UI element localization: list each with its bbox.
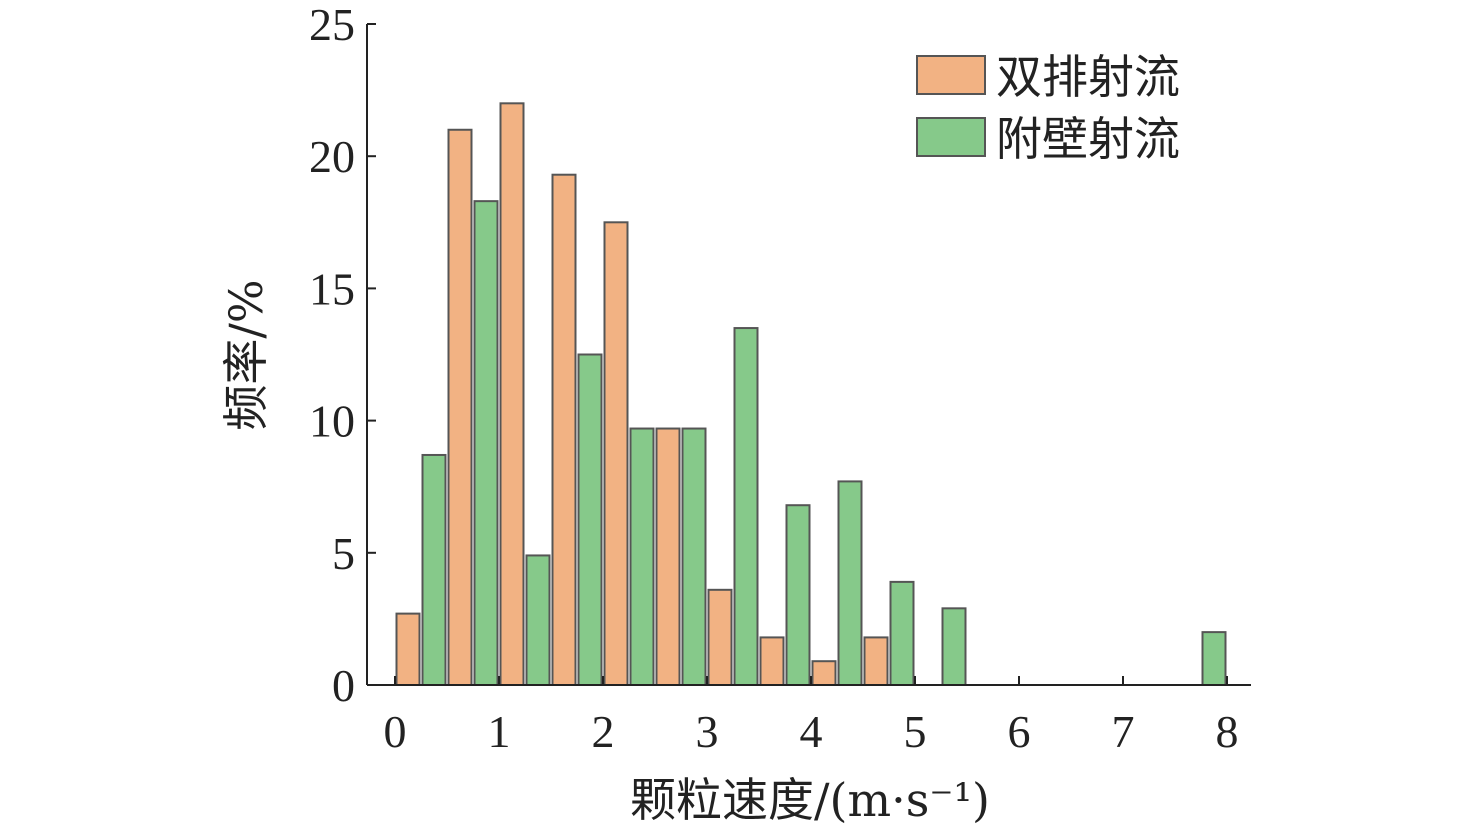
bar-series-2-bin-3 — [577, 353, 603, 686]
x-tick-label-0: 0 — [384, 706, 407, 757]
x-tick-label-8: 8 — [1216, 706, 1239, 757]
bar-series-1-bin-5 — [655, 427, 681, 686]
x-tick-label-1: 1 — [488, 706, 511, 757]
legend-label-series-1: 双排射流 — [996, 50, 1180, 104]
bar-series-1-bin-8 — [811, 660, 837, 686]
x-axis-title: 颗粒速度/(m·s⁻¹) — [630, 773, 990, 827]
y-tick-label-5: 5 — [332, 528, 355, 579]
legend: 双排射流 附壁射流 — [916, 50, 1180, 166]
bar-series-2-bin-6 — [733, 327, 759, 686]
bar-series-2-bin-2 — [525, 554, 551, 686]
y-tick-label-25: 25 — [309, 0, 355, 50]
x-tick-label-5: 5 — [904, 706, 927, 757]
legend-swatch-series-2 — [916, 117, 986, 157]
y-tick-label-10: 10 — [309, 396, 355, 447]
y-tick-label-20: 20 — [309, 131, 355, 182]
bars-group — [395, 102, 1227, 687]
legend-swatch-series-1 — [916, 55, 986, 95]
bar-series-1-bin-2 — [499, 102, 525, 686]
tick-labels-group: 0 1 2 3 4 5 6 7 8 0 5 10 15 20 25 — [309, 0, 1239, 757]
bar-series-1-bin-0 — [395, 612, 421, 686]
x-tick-label-6: 6 — [1008, 706, 1031, 757]
legend-label-series-2: 附壁射流 — [996, 112, 1180, 166]
bar-series-2-bin-5 — [681, 427, 707, 686]
axes-group — [366, 24, 1251, 686]
x-tick-label-3: 3 — [696, 706, 719, 757]
y-axis-title: 频率/% — [219, 279, 273, 430]
bar-series-1-bin-6 — [707, 588, 733, 686]
bar-series-1-bin-1 — [447, 128, 473, 686]
bar-series-2-bin-15 — [1201, 631, 1227, 686]
bar-series-2-bin-4 — [629, 427, 655, 686]
x-tick-label-4: 4 — [800, 706, 823, 757]
y-tick-label-15: 15 — [309, 263, 355, 314]
x-tick-label-7: 7 — [1112, 706, 1135, 757]
bar-series-2-bin-8 — [837, 480, 863, 686]
bar-series-1-bin-3 — [551, 173, 577, 686]
bar-series-1-bin-4 — [603, 221, 629, 687]
bar-series-1-bin-9 — [863, 636, 889, 687]
bar-series-2-bin-9 — [889, 580, 915, 686]
bar-series-2-bin-7 — [785, 504, 811, 687]
bar-series-2-bin-10 — [941, 607, 967, 686]
x-tick-label-2: 2 — [592, 706, 615, 757]
bar-series-1-bin-7 — [759, 636, 785, 687]
bar-series-2-bin-0 — [421, 453, 447, 686]
y-tick-label-0: 0 — [332, 660, 355, 711]
bar-series-2-bin-1 — [473, 200, 499, 686]
